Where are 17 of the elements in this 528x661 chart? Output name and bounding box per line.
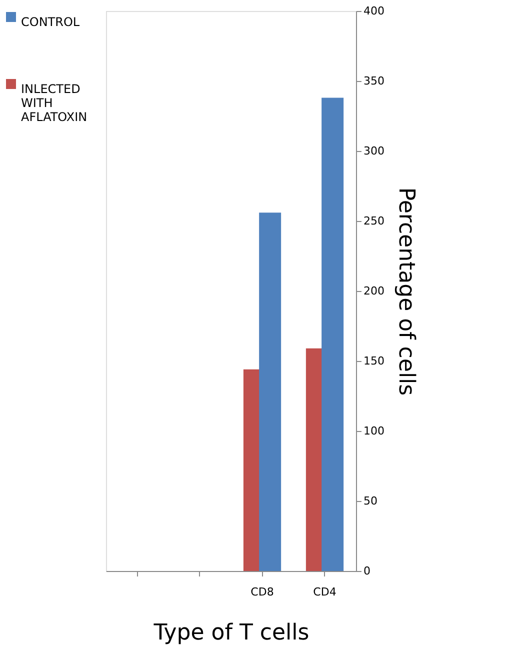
y-tick-label: 300 [364,144,384,158]
y-axis-title: Percentage of cells [393,187,418,396]
x-tick-label: CD8 [250,586,274,598]
y-tick-label: 250 [364,214,384,228]
y-tick-label: 0 [364,564,370,578]
y-tick-label: 100 [364,424,384,438]
x-tick-label: CD4 [313,586,336,598]
y-tick-label: 150 [364,354,384,368]
y-tick-label: 50 [364,494,378,508]
bar [259,212,282,571]
y-tick-label: 400 [364,4,384,18]
y-tick-label: 350 [364,74,384,88]
y-tick-label: 200 [364,284,384,298]
legend-label: INLECTED WITH AFLATOXIN [21,82,88,124]
x-axis-title: Type of T cells [152,620,310,646]
legend-label: CONTROL [21,15,80,29]
bar [322,98,344,571]
